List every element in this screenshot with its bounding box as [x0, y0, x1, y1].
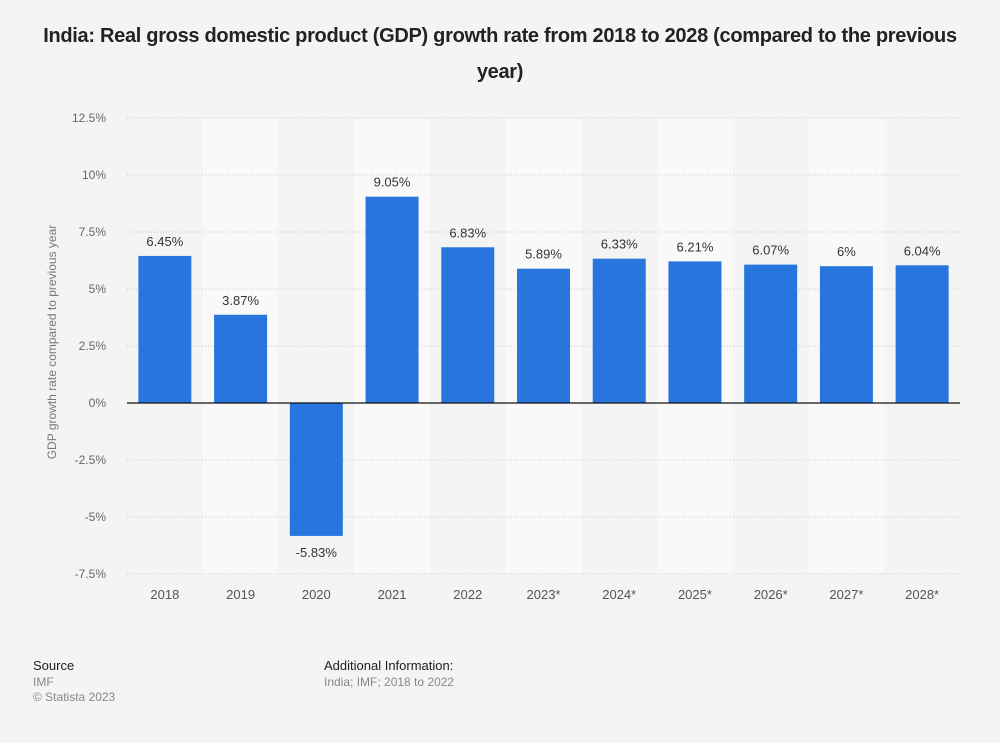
additional-info-value: India; IMF; 2018 to 2022 [324, 675, 455, 689]
y-tick-label: -7.5% [75, 567, 107, 581]
bar [819, 266, 873, 403]
data-label: 9.05% [374, 175, 411, 190]
bar [365, 196, 419, 403]
data-label: 5.89% [525, 247, 562, 262]
bar [441, 247, 495, 403]
source-label: Source [33, 658, 75, 673]
data-label: 6.21% [677, 239, 714, 254]
bar [592, 258, 646, 403]
bar [289, 403, 343, 536]
source-value: IMF [33, 675, 54, 689]
x-tick-label: 2023* [527, 587, 561, 602]
x-tick-label: 2020 [302, 587, 331, 602]
x-tick-label: 2022 [453, 587, 482, 602]
x-tick-label: 2026* [754, 587, 788, 602]
y-axis-title: GDP growth rate compared to previous yea… [45, 225, 59, 460]
data-label: 6.45% [146, 234, 183, 249]
x-tick-label: 2019 [226, 587, 255, 602]
data-label: -5.83% [296, 545, 338, 560]
data-label: 6.07% [752, 243, 789, 258]
bar [138, 255, 192, 403]
data-label: 6.83% [449, 225, 486, 240]
y-tick-label: -5% [85, 510, 107, 524]
y-tick-label: 5% [89, 282, 107, 296]
bar [895, 265, 949, 403]
y-tick-label: 2.5% [79, 339, 107, 353]
bar [214, 314, 268, 403]
chart-title: India: Real gross domestic product (GDP)… [43, 25, 957, 83]
y-tick-label: 10% [82, 168, 106, 182]
y-tick-label: -2.5% [75, 453, 107, 467]
data-label: 6.04% [904, 243, 941, 258]
additional-info-label: Additional Information: [324, 658, 454, 673]
bar [744, 264, 798, 403]
x-tick-label: 2021 [378, 587, 407, 602]
y-tick-label: 7.5% [79, 225, 107, 239]
x-tick-label: 2024* [602, 587, 636, 602]
y-tick-label: 0% [89, 396, 107, 410]
data-label: 6% [837, 244, 856, 259]
x-tick-label: 2025* [678, 587, 712, 602]
y-tick-label: 12.5% [72, 111, 106, 125]
bar [668, 261, 722, 403]
bar [516, 268, 571, 403]
x-tick-label: 2027* [829, 587, 863, 602]
copyright: © Statista 2023 [33, 690, 116, 704]
x-tick-label: 2018 [150, 587, 179, 602]
data-label: 3.87% [222, 293, 259, 308]
x-tick-label: 2028* [905, 587, 939, 602]
data-label: 6.33% [601, 237, 638, 252]
